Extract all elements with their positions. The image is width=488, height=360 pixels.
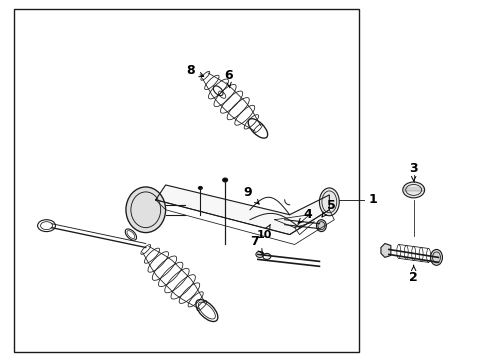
Text: 4: 4 [298, 208, 311, 223]
Text: 9: 9 [243, 186, 259, 204]
Ellipse shape [402, 182, 424, 198]
Text: 2: 2 [408, 265, 417, 284]
Polygon shape [380, 243, 390, 257]
Ellipse shape [198, 186, 202, 189]
Text: 3: 3 [408, 162, 417, 181]
Text: 5: 5 [322, 199, 335, 217]
Ellipse shape [126, 187, 165, 233]
Ellipse shape [38, 220, 55, 231]
Ellipse shape [319, 188, 339, 216]
Bar [14, 9, 358, 352]
Text: 1: 1 [368, 193, 377, 206]
Text: 6: 6 [224, 69, 232, 88]
Ellipse shape [429, 249, 442, 265]
Text: 8: 8 [186, 64, 203, 77]
Ellipse shape [222, 178, 227, 182]
Ellipse shape [316, 220, 325, 231]
Text: 10: 10 [257, 224, 272, 239]
Polygon shape [155, 185, 328, 235]
Text: 7: 7 [250, 235, 262, 253]
Ellipse shape [125, 229, 136, 240]
